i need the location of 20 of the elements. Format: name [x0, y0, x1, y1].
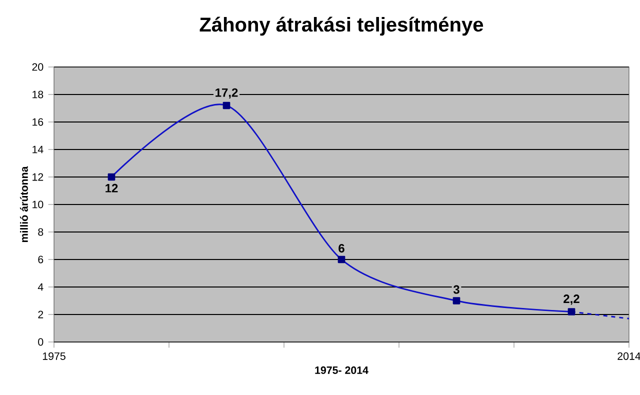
- y-tick-label: 2: [38, 310, 44, 318]
- data-label: 3: [453, 285, 460, 294]
- y-tick-label: 12: [32, 173, 44, 181]
- data-label: 2,2: [564, 294, 580, 305]
- data-label: 12: [106, 184, 118, 192]
- y-tick-label: 0: [38, 338, 44, 346]
- chart-title: Záhony átrakási teljesítménye: [200, 16, 484, 36]
- y-tick-label: 16: [32, 118, 44, 126]
- y-tick-label: 6: [38, 256, 44, 264]
- y-tick-label: 18: [32, 90, 44, 98]
- y-tick-label: 8: [38, 228, 44, 236]
- y-tick-label: 20: [32, 63, 44, 71]
- x-tick-label: 1975: [42, 352, 66, 360]
- y-axis-title: millió árútonna: [20, 166, 28, 242]
- y-tick-label: 14: [32, 146, 44, 154]
- x-axis-title: 1975- 2014: [315, 366, 368, 374]
- data-label: 6: [338, 244, 344, 253]
- y-tick-label: 4: [38, 283, 44, 291]
- y-tick-label: 10: [32, 200, 44, 208]
- data-label: 17,2: [216, 88, 238, 99]
